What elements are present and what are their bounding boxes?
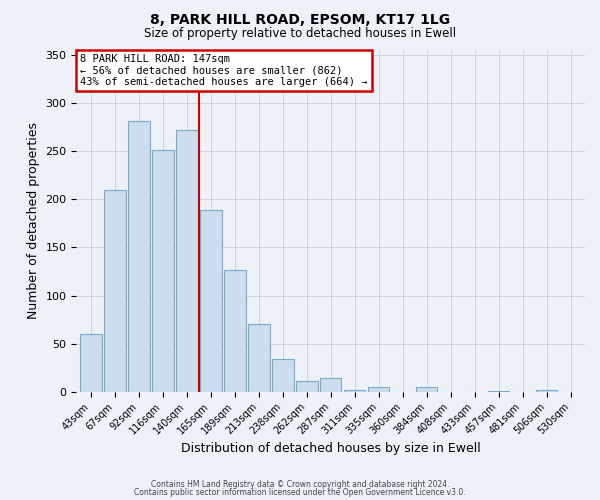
Text: Contains public sector information licensed under the Open Government Licence v3: Contains public sector information licen…	[134, 488, 466, 497]
Bar	[152, 150, 173, 392]
Text: Size of property relative to detached houses in Ewell: Size of property relative to detached ho…	[144, 28, 456, 40]
X-axis label: Distribution of detached houses by size in Ewell: Distribution of detached houses by size …	[181, 442, 481, 455]
Y-axis label: Number of detached properties: Number of detached properties	[27, 122, 40, 320]
Bar	[224, 270, 245, 392]
Bar	[536, 390, 557, 392]
Bar	[176, 130, 197, 392]
Bar	[320, 378, 341, 392]
Bar	[80, 334, 101, 392]
Bar	[296, 381, 317, 392]
Text: 8, PARK HILL ROAD, EPSOM, KT17 1LG: 8, PARK HILL ROAD, EPSOM, KT17 1LG	[150, 12, 450, 26]
Bar	[200, 210, 221, 392]
Bar	[488, 391, 509, 392]
Text: 8 PARK HILL ROAD: 147sqm
← 56% of detached houses are smaller (862)
43% of semi-: 8 PARK HILL ROAD: 147sqm ← 56% of detach…	[80, 54, 368, 87]
Bar	[416, 387, 437, 392]
Bar	[344, 390, 365, 392]
Bar	[104, 190, 125, 392]
Bar	[368, 387, 389, 392]
Bar	[248, 324, 269, 392]
Bar	[128, 122, 149, 392]
Text: Contains HM Land Registry data © Crown copyright and database right 2024.: Contains HM Land Registry data © Crown c…	[151, 480, 449, 489]
Bar	[272, 359, 293, 392]
